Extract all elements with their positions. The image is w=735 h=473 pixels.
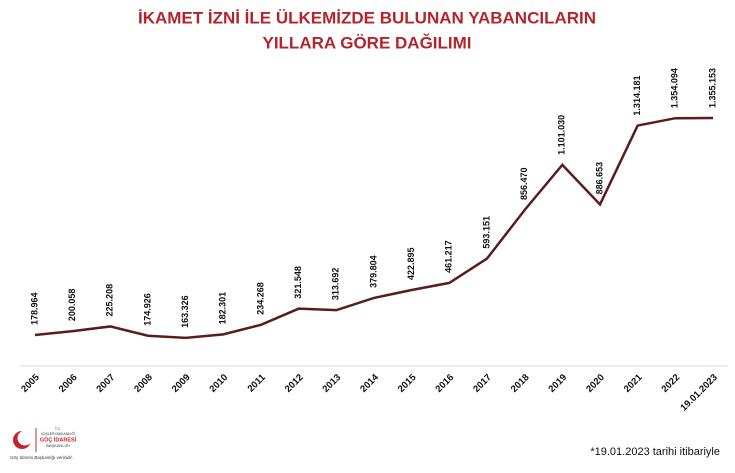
- data-label: 313.692: [331, 268, 341, 301]
- x-tick-label: 2021: [622, 372, 645, 395]
- x-tick-label: 2015: [396, 372, 419, 395]
- x-tick-label: 2008: [132, 372, 155, 395]
- x-tick-label: 2017: [471, 372, 494, 395]
- data-label: 163.326: [180, 295, 190, 328]
- logo-text: BAŞKANLIĞI: [46, 443, 70, 448]
- x-tick-label: 2009: [170, 372, 193, 395]
- x-tick-label: 19.01.2023: [679, 372, 720, 413]
- data-label: 1.354.094: [670, 68, 680, 108]
- data-label: 461.217: [444, 240, 454, 273]
- data-label: 1.314.181: [632, 76, 642, 116]
- data-label: 178.964: [29, 292, 39, 325]
- x-tick-label: 2011: [246, 372, 269, 395]
- x-tick-label: 2006: [57, 372, 80, 395]
- data-label: 200.058: [67, 289, 77, 322]
- x-tick-label: 2007: [95, 372, 118, 395]
- data-label: 1.355.153: [707, 68, 717, 108]
- chart-title: İKAMET İZNİ İLE ÜLKEMİZDE BULUNAN YABANC…: [138, 8, 596, 27]
- data-label: 321.548: [293, 266, 303, 299]
- data-label: 182.301: [218, 292, 228, 325]
- x-tick-label: 2005: [19, 372, 42, 395]
- footnote: *19.01.2023 tarihi itibariyle: [590, 446, 720, 458]
- logo: T.C. İÇİŞLERİ BAKANLIĞI GÖÇ İDARESİ BAŞK…: [10, 427, 77, 460]
- x-tick-label: 2014: [358, 372, 381, 395]
- x-tick-label: 2019: [547, 372, 570, 395]
- source-note: Göç İdaresi Başkanlığı verisidir.: [10, 454, 73, 460]
- x-tick-label: 2020: [584, 372, 607, 395]
- data-label: 379.804: [368, 255, 378, 288]
- x-tick-label: 2012: [283, 372, 306, 395]
- data-label: 593.151: [481, 216, 491, 249]
- logo-text: T.C.: [55, 427, 61, 431]
- logo-text: GÖÇ İDARESİ: [40, 436, 77, 443]
- data-label: 886.653: [594, 162, 604, 195]
- x-tick-label: 2022: [660, 372, 683, 395]
- data-label: 856.470: [519, 167, 529, 200]
- data-label: 174.926: [142, 293, 152, 326]
- chart-subtitle: YILLARA GÖRE DAĞILIMI: [262, 33, 471, 52]
- logo-text: İÇİŞLERİ BAKANLIĞI: [41, 431, 75, 436]
- data-label: 234.268: [255, 282, 265, 315]
- x-tick-label: 2010: [208, 372, 231, 395]
- data-label: 422.895: [406, 247, 416, 280]
- logo-crescent-cut: [17, 430, 33, 446]
- x-tick-label: 2013: [321, 372, 344, 395]
- data-label: 225.208: [105, 284, 115, 317]
- x-tick-label: 2016: [434, 372, 457, 395]
- x-tick-label: 2018: [509, 372, 532, 395]
- data-label: 1.101.030: [557, 115, 567, 155]
- line: [34, 116, 714, 340]
